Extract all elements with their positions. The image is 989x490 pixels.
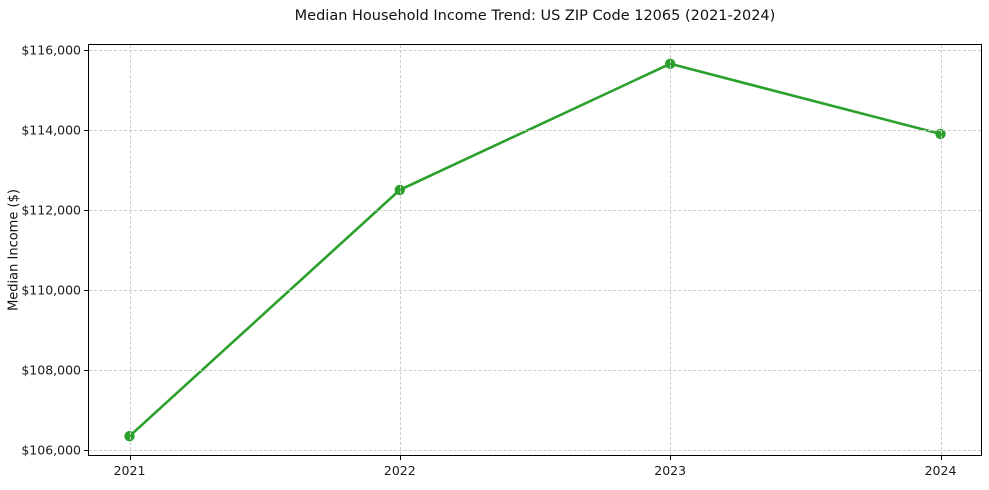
x-tick-label: 2021 (113, 463, 146, 478)
x-gridline (399, 45, 401, 455)
y-gridline (89, 129, 981, 131)
x-tick-mark (940, 456, 942, 460)
y-tick-label: $112,000 (21, 202, 81, 218)
y-gridline (89, 370, 981, 372)
x-tick-mark (670, 456, 672, 460)
y-tick-mark (84, 450, 88, 452)
x-gridline (670, 45, 672, 455)
y-tick-label: $114,000 (21, 122, 81, 138)
x-tick-label: 2023 (654, 463, 687, 478)
y-tick-label: $110,000 (21, 282, 81, 298)
line-chart-svg (124, 58, 946, 442)
y-tick-label: $108,000 (21, 362, 81, 378)
y-tick-mark (84, 49, 88, 51)
plot-area (88, 44, 982, 456)
x-gridline (129, 45, 131, 455)
y-tick-label: $116,000 (21, 42, 81, 58)
y-tick-mark (84, 210, 88, 211)
x-tick-label: 2024 (924, 463, 957, 478)
y-gridline (89, 49, 981, 51)
y-tick-mark (84, 129, 88, 131)
x-tick-mark (399, 456, 401, 460)
y-gridline (89, 290, 981, 291)
y-tick-label: $106,000 (21, 442, 81, 458)
y-gridline (89, 210, 981, 211)
y-tick-mark (84, 370, 88, 372)
y-gridline (89, 450, 981, 452)
x-tick-mark (129, 456, 131, 460)
chart-title: Median Household Income Trend: US ZIP Co… (294, 8, 776, 24)
y-tick-mark (84, 290, 88, 291)
x-tick-label: 2022 (383, 463, 416, 478)
line-series (128, 62, 942, 438)
x-gridline (940, 45, 942, 455)
